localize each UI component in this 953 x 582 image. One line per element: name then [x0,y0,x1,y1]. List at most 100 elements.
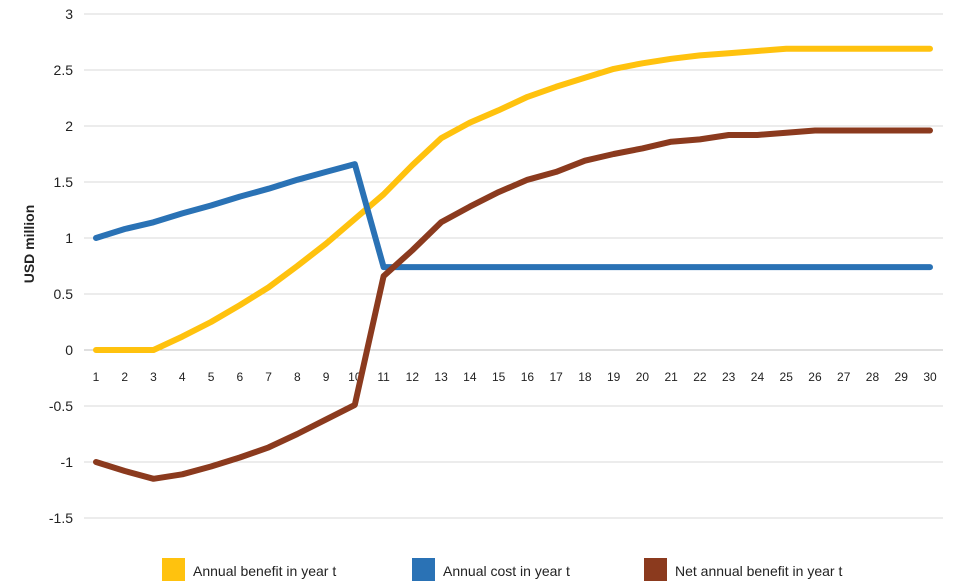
data-point [353,403,356,406]
x-tick-label: 16 [521,370,535,384]
data-point [785,131,788,134]
legend-swatch [644,558,667,581]
data-point [296,433,299,435]
y-tick-label: 2 [65,118,73,134]
x-tick-label: 11 [377,370,390,384]
data-point [382,275,385,278]
x-tick-label: 19 [607,370,621,384]
x-tick-label: 3 [150,370,157,384]
data-point [583,76,586,79]
data-point [900,47,903,50]
data-point [871,47,874,50]
legend-swatch [162,558,185,581]
y-tick-label: 2.5 [54,62,74,78]
data-point [95,237,97,239]
data-point [698,266,701,269]
data-point [152,349,155,351]
data-point [526,178,529,181]
data-point [152,477,155,480]
data-point [612,67,615,70]
data-point [900,129,903,132]
data-point [785,47,788,50]
data-point [612,153,615,155]
y-axis-title: USD million [21,205,37,284]
data-point [756,266,759,269]
legend-label: Net annual benefit in year t [675,563,842,579]
data-point [497,109,500,112]
y-tick-label: 3 [65,6,73,22]
x-tick-label: 30 [923,370,937,384]
data-point [267,286,270,289]
data-point [181,473,184,476]
data-point [727,133,730,136]
data-point [440,266,443,269]
data-point [382,266,385,269]
data-point [497,266,500,269]
data-point [325,242,328,245]
data-point [670,266,673,269]
data-point [296,265,299,267]
data-point [929,266,931,269]
data-point [95,349,97,351]
data-point [152,221,155,224]
y-tick-label: 0 [65,342,73,358]
y-tick-label: 0.5 [54,286,74,302]
x-tick-label: 1 [93,370,100,384]
x-tick-label: 12 [406,370,420,384]
x-tick-label: 23 [722,370,736,384]
y-tick-label: -1 [61,454,74,470]
data-point [929,47,931,50]
data-point [727,52,730,55]
data-point [842,266,845,269]
data-point [440,221,443,224]
data-point [123,469,126,472]
data-point [641,266,644,269]
x-tick-label: 26 [808,370,822,384]
series-line [93,127,933,482]
x-tick-label: 8 [294,370,301,384]
data-point [641,62,644,65]
data-point [612,266,615,269]
data-point [756,49,759,52]
data-point [727,266,730,269]
legend-swatch [412,558,435,581]
data-point [468,205,471,208]
series-line [93,161,933,271]
data-point [785,266,788,269]
x-tick-label: 15 [492,370,506,384]
x-tick-label: 25 [780,370,794,384]
x-tick-label: 13 [434,370,448,384]
series-lines [93,45,933,482]
data-point [526,95,529,98]
data-point [181,212,184,215]
data-point [325,170,328,173]
data-point [813,47,816,50]
data-point [526,266,529,269]
data-point [468,266,471,269]
data-point [555,170,558,173]
data-point [871,129,874,132]
data-point [842,47,845,50]
data-point [325,418,328,421]
y-tick-label: 1.5 [54,174,74,190]
data-point [382,193,385,196]
data-point [670,140,673,143]
data-point [123,349,126,351]
data-point [267,446,270,449]
data-point [670,57,673,60]
data-point [497,191,500,194]
series-line [93,45,933,353]
x-tick-label: 5 [208,370,215,384]
data-point [411,249,414,252]
data-point [210,204,213,207]
data-point [468,121,471,124]
x-tick-label: 9 [323,370,330,384]
data-point [411,266,414,269]
data-point [698,54,701,57]
x-tick-label: 21 [664,370,678,384]
data-point [900,266,903,269]
data-point [756,133,759,136]
legend-label: Annual cost in year t [443,563,570,579]
x-tick-label: 2 [121,370,128,384]
data-point [238,304,241,307]
